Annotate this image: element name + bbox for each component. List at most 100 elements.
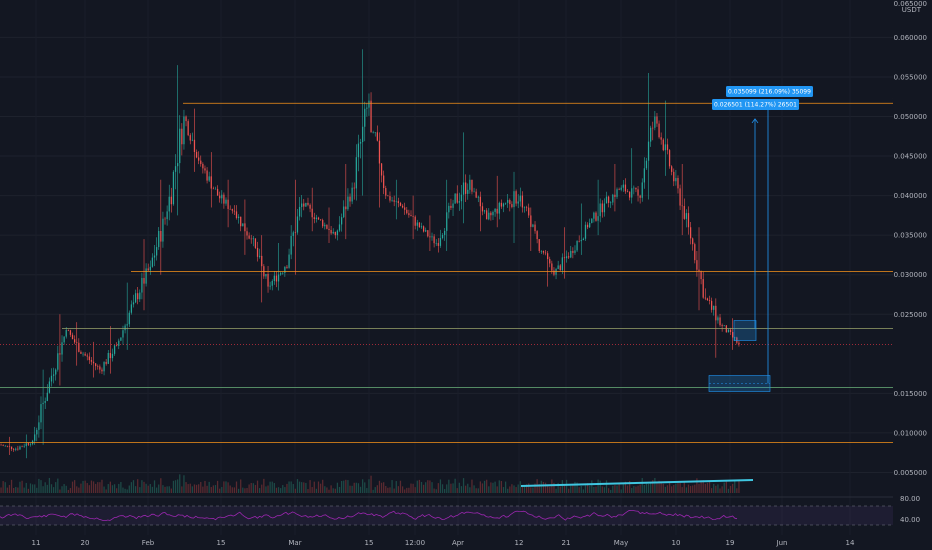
volume-bar: [675, 483, 677, 493]
candle-body: [429, 236, 431, 238]
candle-body: [389, 196, 391, 201]
volume-bar: [729, 485, 732, 493]
volume-bar: [296, 479, 299, 493]
volume-bar: [437, 483, 439, 493]
candle-body: [631, 188, 633, 198]
candle-body: [542, 250, 545, 253]
volume-bar: [643, 485, 645, 493]
volume-bar: [254, 484, 257, 493]
volume-bar: [471, 479, 473, 493]
volume-bar: [717, 484, 719, 493]
candle-body: [435, 243, 437, 244]
price-axis[interactable]: 0.065000 USDT 0.060000 0.055000 0.050000 0.…: [893, 0, 932, 535]
volume-bar: [345, 479, 347, 493]
candle-body: [622, 184, 624, 188]
volume-bar: [141, 480, 143, 493]
candle-body: [408, 213, 410, 216]
candle-body: [683, 206, 685, 219]
volume-bar: [95, 483, 97, 493]
time-tick-label: 11: [32, 539, 41, 547]
volume-bar: [200, 481, 202, 493]
candle-body: [248, 235, 250, 239]
candle-body: [717, 317, 719, 321]
volume-bar: [692, 485, 694, 493]
volume-bar: [25, 482, 27, 493]
volume-bar: [422, 484, 425, 493]
volume-bar: [44, 482, 46, 493]
candle-body: [23, 446, 25, 447]
candle-body: [61, 342, 63, 355]
candle-body: [521, 195, 524, 208]
candle-body: [149, 266, 151, 271]
candle-body: [410, 215, 412, 216]
volume-bar: [298, 481, 301, 493]
volume-bar: [694, 484, 696, 493]
measurement-tools[interactable]: 0.035099 (216.09%) 35099 0.026501 (114.27…: [708, 86, 813, 392]
volume-bar: [191, 486, 193, 493]
volume-bar: [109, 481, 111, 493]
candle-body: [715, 305, 717, 321]
candle-body: [202, 163, 204, 169]
candle-body: [702, 279, 704, 298]
volume-bar: [446, 484, 448, 493]
volume-bar: [523, 485, 526, 493]
candle-body: [692, 238, 694, 245]
candle-body: [391, 200, 393, 201]
volume-bar: [284, 487, 286, 493]
candle-body: [616, 189, 618, 197]
candle-body: [42, 402, 44, 405]
volume-bar: [532, 487, 534, 493]
candle-body: [313, 217, 315, 220]
volume-bar: [580, 485, 582, 493]
candle-body: [328, 228, 330, 231]
volume-bar: [52, 487, 55, 493]
volume-trendline[interactable]: [520, 479, 754, 487]
measure-small-box[interactable]: [733, 320, 757, 341]
candle-body: [315, 217, 318, 220]
candle-body: [38, 422, 40, 430]
volume-bar: [210, 487, 212, 493]
volume-bar: [252, 483, 254, 493]
volume-bar: [500, 480, 503, 493]
volume-bar: [370, 475, 372, 493]
volume-bar: [69, 488, 72, 493]
volume-bar: [305, 482, 307, 493]
volume-bar: [15, 486, 17, 493]
measure-arrow-head: [751, 118, 759, 124]
candle-body: [420, 226, 423, 228]
volume-bar: [439, 479, 442, 493]
time-axis[interactable]: 11 20 Feb 15 Mar 15 12:00 Apr 12 21 May 10 19 Jun 14: [0, 535, 932, 550]
candle-body: [620, 187, 622, 190]
volume-bar: [589, 485, 591, 493]
volume-bar: [240, 479, 242, 493]
candle-body: [256, 247, 259, 257]
candle-body: [675, 178, 677, 182]
volume-bar: [19, 481, 21, 493]
candle-body: [227, 199, 229, 209]
candle-body: [250, 238, 252, 240]
candle-body: [488, 212, 490, 220]
volume-bar: [738, 481, 740, 493]
candle-body: [500, 202, 503, 207]
candle-body: [486, 210, 488, 220]
candle-body: [216, 188, 219, 196]
candle-body: [189, 135, 191, 141]
candle-body: [607, 196, 610, 203]
candle-body: [462, 182, 465, 195]
candle-body: [465, 182, 467, 194]
volume-bar: [570, 485, 572, 493]
price-tick-label: 0.025000: [894, 311, 927, 319]
candle-body: [458, 201, 460, 203]
volume-bar: [658, 480, 660, 493]
time-tick-label: May: [614, 539, 628, 547]
volume-bar: [425, 482, 427, 493]
candle-body: [242, 223, 244, 227]
candle-body: [671, 166, 673, 172]
candle-body: [357, 143, 360, 158]
volume-bar: [334, 488, 336, 493]
volume-bar: [111, 485, 114, 493]
candle-body: [301, 203, 303, 207]
trendline[interactable]: [520, 479, 754, 487]
volume-bar: [179, 474, 181, 493]
